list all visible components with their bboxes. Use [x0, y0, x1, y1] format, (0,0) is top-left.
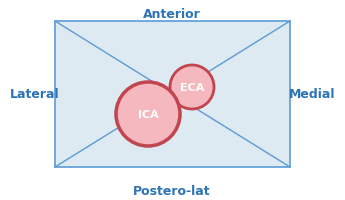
Circle shape — [116, 83, 180, 146]
Text: Anterior: Anterior — [143, 8, 201, 21]
Bar — [55, 22, 290, 167]
Text: Lateral: Lateral — [10, 88, 60, 101]
Circle shape — [170, 66, 214, 109]
Text: ICA: ICA — [138, 109, 158, 119]
Text: ECA: ECA — [180, 83, 204, 93]
Text: Medial: Medial — [288, 88, 335, 101]
Text: Postero-lat: Postero-lat — [133, 184, 211, 197]
